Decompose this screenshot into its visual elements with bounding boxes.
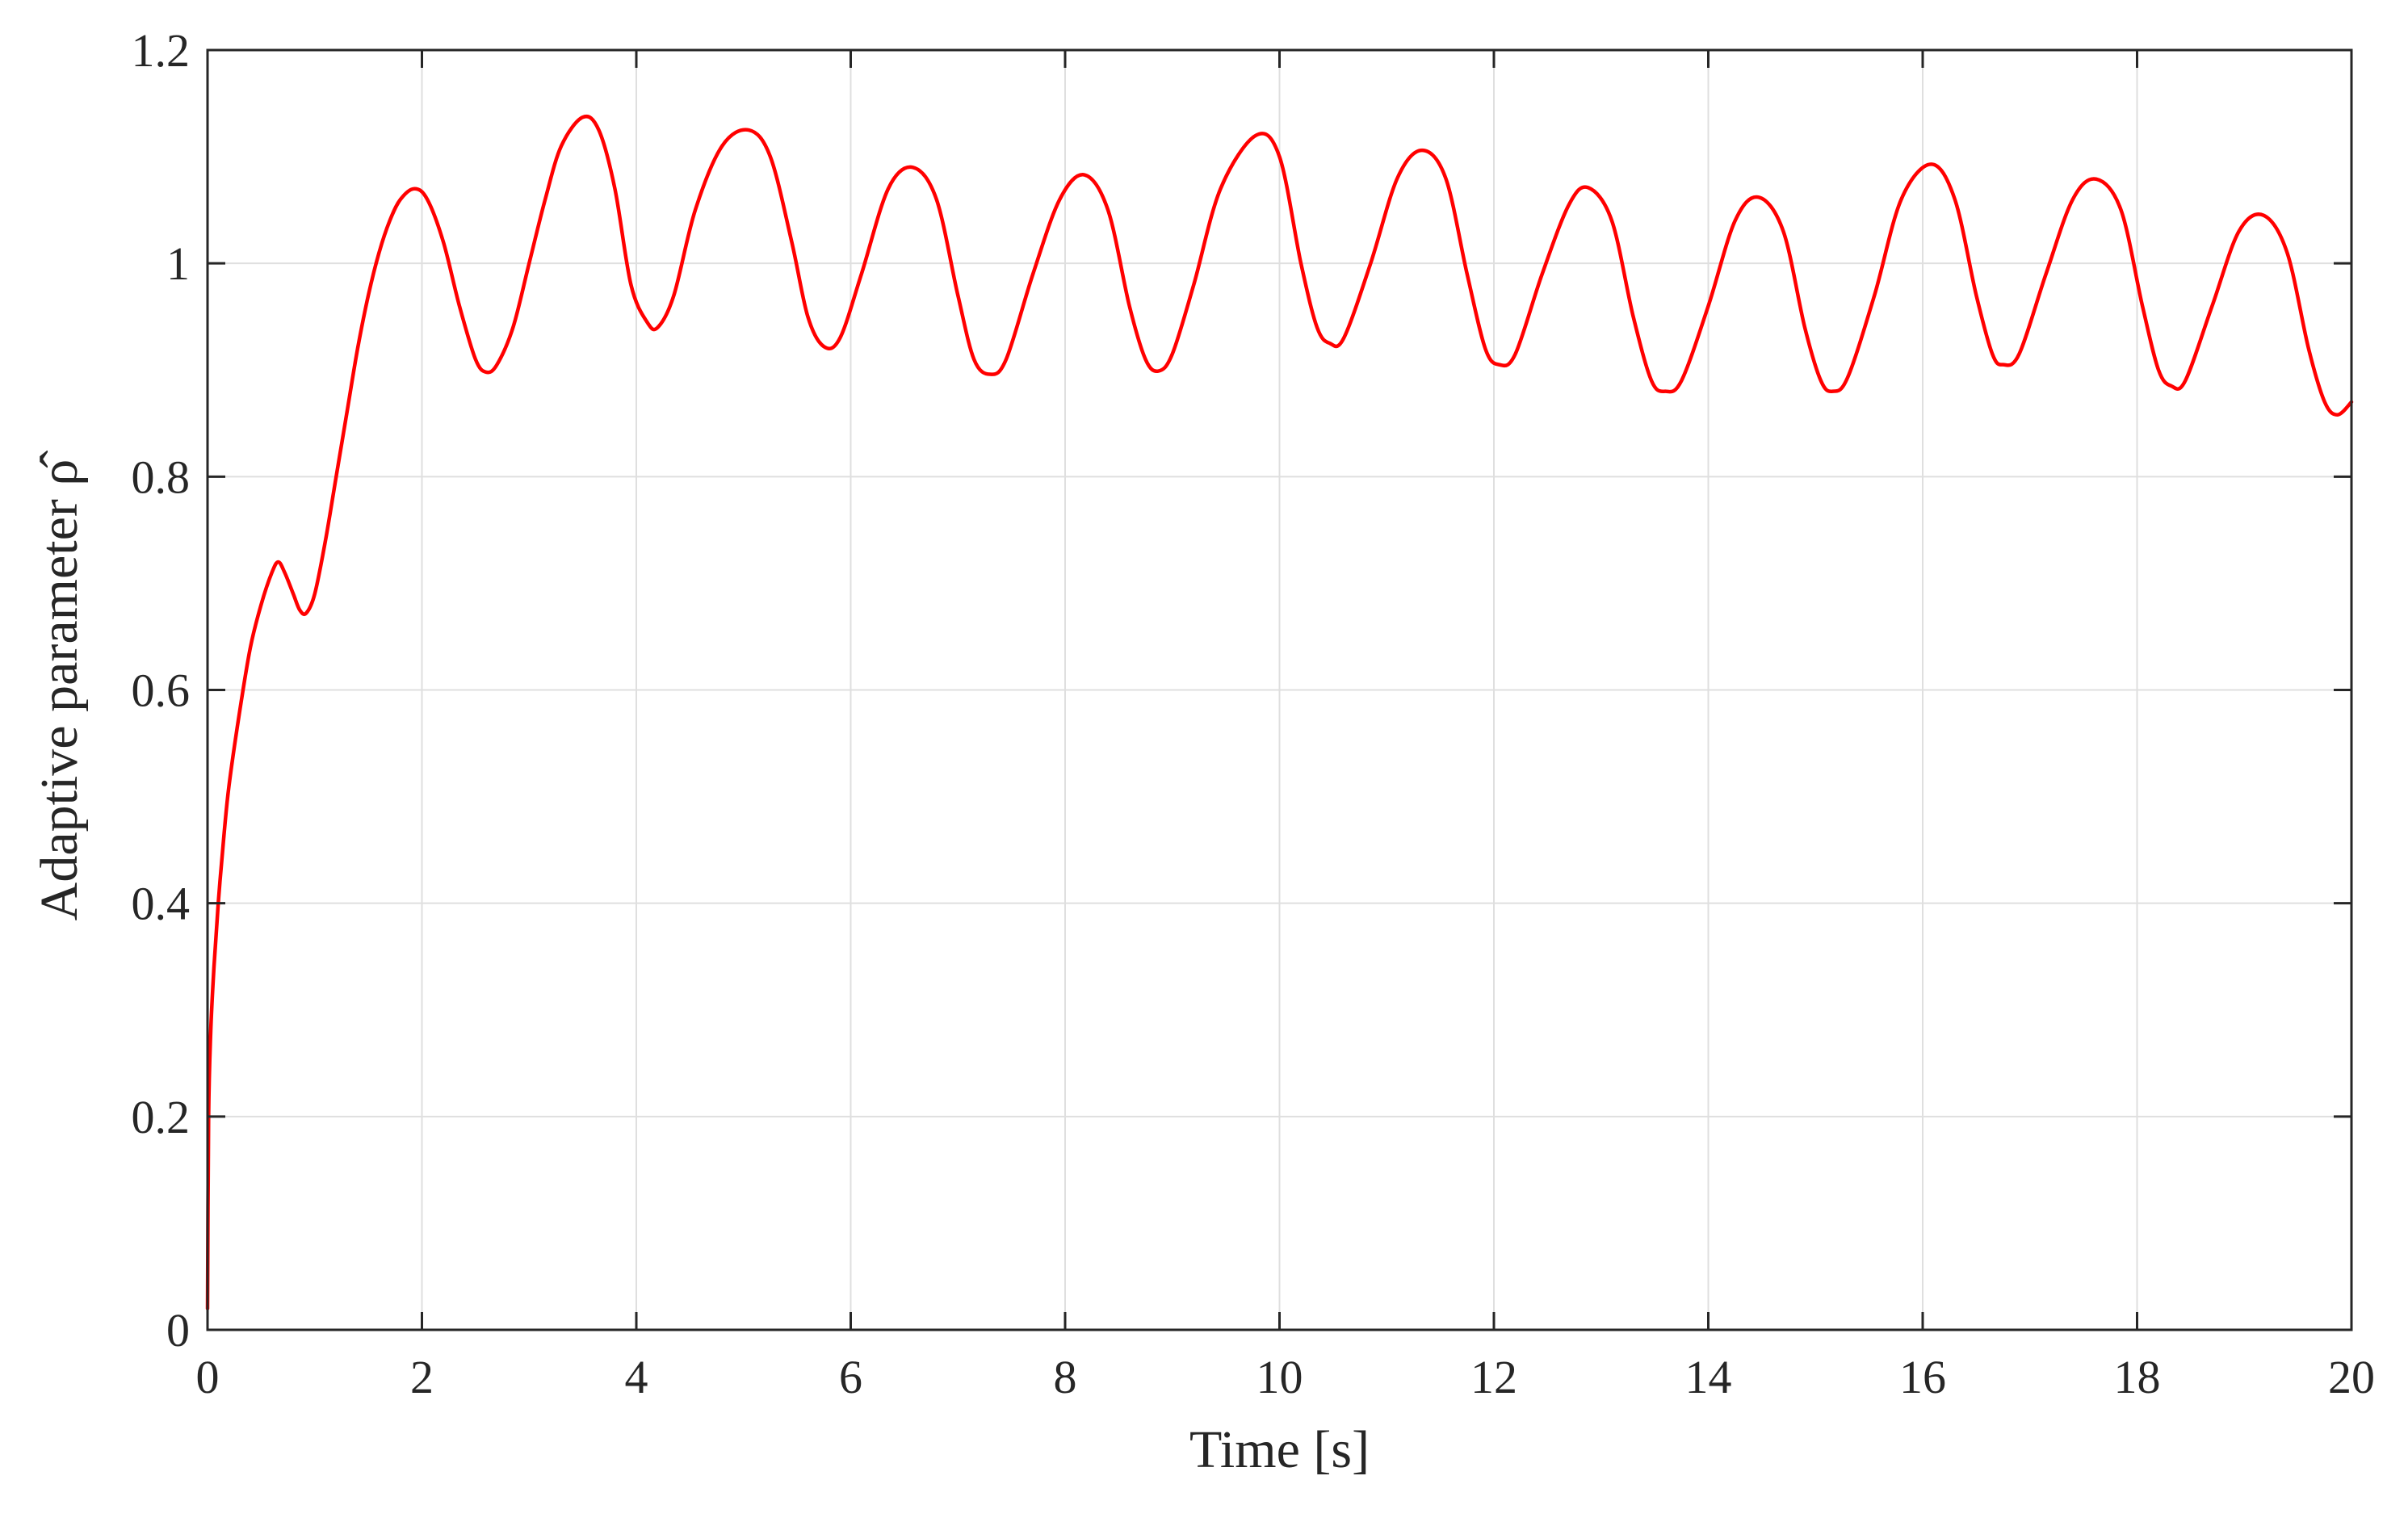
x-tick-label: 10 — [1256, 1351, 1303, 1403]
x-tick-label: 12 — [1470, 1351, 1517, 1403]
x-tick-label: 0 — [196, 1351, 220, 1403]
y-tick-label: 1.2 — [132, 24, 191, 77]
grid-lines — [208, 50, 2351, 1330]
x-tick-label: 2 — [410, 1351, 434, 1403]
x-tick-label: 8 — [1054, 1351, 1077, 1403]
y-tick-label: 0.2 — [132, 1091, 191, 1143]
x-tick-labels: 0 2 4 6 8 10 12 14 16 18 20 — [196, 1351, 2376, 1403]
y-tick-label: 0.8 — [132, 451, 191, 503]
series-layer — [205, 114, 2354, 1310]
x-tick-label: 20 — [2328, 1351, 2375, 1403]
x-axis-label: Time [s] — [1189, 1420, 1370, 1479]
y-tick-labels: 0 0.2 0.4 0.6 0.8 1 1.2 — [132, 24, 191, 1356]
series-line-rho-hat — [205, 114, 2354, 1310]
tick-marks — [206, 48, 2353, 1331]
y-tick-label: 1 — [166, 237, 190, 290]
y-tick-label: 0.6 — [132, 665, 191, 717]
y-tick-label: 0.4 — [132, 878, 191, 930]
y-tick-label: 0 — [166, 1304, 190, 1356]
x-tick-label: 14 — [1685, 1351, 1732, 1403]
x-tick-label: 18 — [2114, 1351, 2161, 1403]
x-tick-label: 16 — [1899, 1351, 1946, 1403]
y-axis-label: Adaptive parameter ρ̂ — [30, 451, 89, 921]
x-tick-label: 4 — [625, 1351, 648, 1403]
x-tick-label: 6 — [839, 1351, 862, 1403]
